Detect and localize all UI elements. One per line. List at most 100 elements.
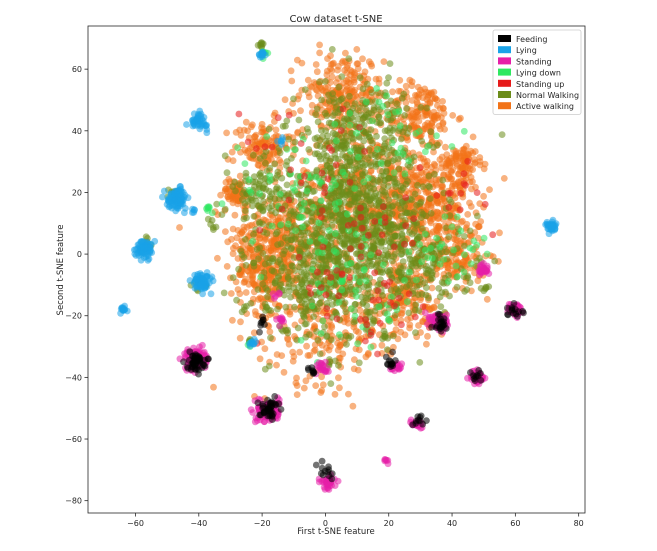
scatter-point (287, 67, 295, 75)
scatter-point (306, 284, 313, 291)
scatter-point (360, 283, 368, 291)
scatter-point (273, 361, 280, 369)
scatter-point (456, 206, 464, 214)
scatter-point (191, 284, 199, 292)
scatter-point (397, 285, 405, 292)
scatter-point (218, 211, 226, 219)
scatter-point (213, 200, 221, 208)
scatter-point (448, 223, 456, 231)
scatter-point (274, 114, 282, 122)
scatter-point (412, 329, 419, 337)
scatter-point (380, 327, 388, 335)
scatter-point (229, 157, 237, 165)
scatter-point (436, 293, 444, 301)
scatter-point (244, 267, 252, 275)
scatter-point (160, 187, 168, 195)
scatter-point (315, 219, 323, 227)
scatter-point (406, 321, 414, 329)
scatter-point (205, 203, 213, 211)
scatter-point (372, 232, 380, 240)
scatter-point (431, 162, 439, 169)
scatter-point (346, 178, 354, 186)
scatter-point (422, 163, 430, 171)
scatter-point (313, 105, 321, 113)
scatter-point (250, 173, 258, 181)
scatter-point (338, 73, 346, 80)
scatter-point (334, 346, 342, 354)
scatter-point (325, 227, 333, 234)
scatter-point (310, 257, 318, 265)
scatter-point (382, 192, 390, 199)
scatter-point (319, 133, 326, 141)
scatter-point (331, 230, 339, 238)
scatter-point (318, 207, 326, 215)
scatter-point (318, 387, 326, 394)
scatter-point (341, 67, 348, 74)
scatter-point (445, 233, 453, 241)
scatter-point (321, 323, 328, 331)
scatter-point (266, 177, 274, 185)
scatter-point (436, 260, 444, 268)
scatter-point (435, 224, 443, 232)
scatter-point (183, 121, 190, 128)
scatter-point (342, 308, 350, 316)
scatter-point (358, 111, 365, 118)
scatter-point (208, 209, 216, 217)
scatter-point (323, 152, 330, 160)
scatter-point (368, 151, 375, 159)
scatter-point (285, 268, 292, 276)
scatter-point (397, 212, 405, 220)
scatter-point (397, 328, 405, 336)
scatter-point (287, 236, 295, 244)
scatter-point (208, 217, 216, 224)
scatter-point (418, 209, 425, 216)
scatter-point (263, 133, 271, 141)
scatter-point (352, 230, 360, 238)
scatter-point (256, 190, 263, 198)
scatter-point (195, 120, 203, 128)
scatter-point (328, 73, 336, 81)
scatter-point (445, 159, 452, 167)
scatter-point (335, 155, 342, 163)
scatter-point (431, 170, 438, 178)
scatter-point (347, 245, 354, 253)
scatter-point (244, 127, 252, 135)
scatter-point (263, 254, 271, 262)
scatter-point (431, 112, 438, 120)
scatter-point (471, 160, 478, 167)
scatter-point (412, 130, 420, 137)
scatter-point (225, 195, 233, 203)
scatter-point (271, 160, 279, 168)
scatter-point (419, 225, 426, 233)
scatter-point (438, 182, 446, 189)
scatter-point (319, 249, 326, 257)
scatter-point (198, 281, 206, 288)
scatter-point (476, 200, 484, 208)
scatter-point (327, 185, 335, 192)
scatter-point (259, 220, 267, 228)
scatter-point (470, 252, 477, 260)
scatter-point (210, 226, 217, 234)
scatter-point (380, 58, 388, 65)
scatter-point (477, 285, 485, 292)
scatter-point (281, 96, 289, 104)
scatter-point (430, 304, 438, 312)
scatter-point (424, 254, 432, 262)
scatter-point (354, 194, 362, 201)
scatter-point (333, 267, 341, 274)
scatter-point (395, 87, 403, 95)
scatter-point (181, 209, 188, 217)
chart-title: Cow dataset t-SNE (289, 14, 382, 25)
scatter-point (473, 257, 481, 265)
scatter-point (272, 126, 280, 134)
scatter-point (319, 381, 327, 389)
scatter-point (223, 169, 231, 177)
scatter-point (327, 167, 335, 175)
scatter-point (354, 340, 361, 348)
scatter-point (303, 125, 311, 133)
scatter-point (229, 183, 237, 191)
scatter-point (413, 276, 420, 284)
scatter-point (367, 246, 375, 254)
scatter-point (445, 278, 452, 285)
scatter-point (221, 205, 229, 213)
